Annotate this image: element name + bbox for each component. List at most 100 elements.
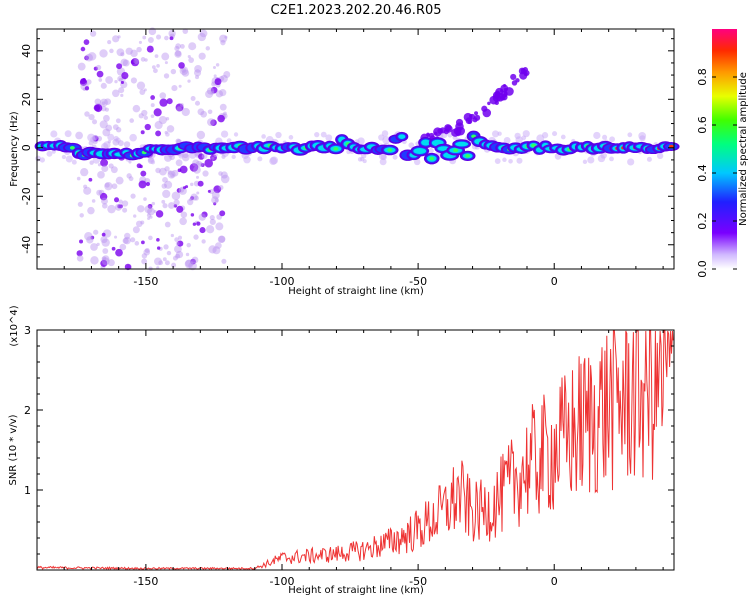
speckle-dot <box>190 258 196 265</box>
haze-dot <box>408 142 415 149</box>
speckle-dot <box>104 182 110 188</box>
speckle-dot <box>196 130 206 140</box>
spectrogram-frame <box>36 28 675 270</box>
speckle-dot <box>176 188 182 193</box>
speckle-dot <box>164 221 171 228</box>
speckle-dot <box>99 98 108 107</box>
speckle-dot <box>118 199 123 204</box>
branch-dot <box>455 130 460 135</box>
speckle-dot <box>171 85 178 92</box>
haze-dot <box>243 155 251 164</box>
branch-dot <box>510 73 517 81</box>
haze-dot <box>65 155 73 163</box>
speckle-dot <box>142 35 147 40</box>
speckle-dot <box>170 173 175 178</box>
haze-dot <box>320 131 327 138</box>
speckle-dot <box>77 62 86 71</box>
speckle-dot <box>140 57 146 62</box>
speckle-dot <box>197 180 204 187</box>
speckle-dot <box>104 98 111 105</box>
speckle-dot <box>185 259 193 268</box>
speckle-dot <box>211 156 215 160</box>
speckle-dot <box>84 232 93 241</box>
speckle-dot <box>158 167 167 176</box>
speckle-dot <box>179 165 188 174</box>
speckle-dot <box>155 34 162 40</box>
speckle-dot <box>118 87 125 94</box>
speckle-dot <box>105 76 113 84</box>
haze-dot <box>325 134 333 142</box>
haze-dot <box>382 136 391 145</box>
haze-dot <box>560 134 566 140</box>
speckle-dot <box>112 89 120 98</box>
speckle-dot <box>120 80 125 84</box>
haze-dot <box>646 156 652 162</box>
speckle-dot <box>199 227 206 234</box>
speckle-dot <box>202 170 209 177</box>
speckle-dot <box>164 154 172 162</box>
x-tick-label: -100 <box>270 275 295 288</box>
speckle-dot <box>147 207 155 216</box>
speckle-dot <box>164 180 173 189</box>
speckle-dot <box>209 215 215 221</box>
speckle-dot <box>205 46 210 51</box>
colorbar-tick-label: 0.2 <box>696 212 709 230</box>
y-tick-label: 0 <box>20 144 33 151</box>
speckle-dot <box>133 58 139 64</box>
line-blob-peak <box>465 154 471 158</box>
y-tick-label: -20 <box>20 187 33 205</box>
speckle-dot <box>96 70 104 78</box>
line-blob-peak <box>453 148 459 153</box>
speckle-dot <box>174 237 179 242</box>
haze-dot <box>656 152 664 159</box>
haze-dot <box>427 147 434 154</box>
haze-dot <box>314 132 320 138</box>
spectrogram-xlabel: Height of straight line (km) <box>288 286 424 297</box>
speckle-dot <box>140 170 147 177</box>
spectrogram-ticks: -150 -100 -50 0 -40 -20 0 20 40 <box>20 29 674 288</box>
x-tick-label: -150 <box>133 575 158 588</box>
speckle-dot <box>156 266 160 270</box>
haze-dot <box>508 158 513 164</box>
speckle-dot <box>144 205 153 214</box>
y-tick-label: -40 <box>20 236 33 254</box>
speckle-dot <box>100 158 109 167</box>
haze-dot <box>593 131 601 140</box>
colorbar-tick-label: 0.6 <box>696 116 709 134</box>
speckle-dot <box>85 53 94 62</box>
speckle-dot <box>84 55 89 61</box>
speckle-dot <box>189 197 193 202</box>
snr-ticks: -150 -100 -50 0 1 2 3 <box>24 324 674 588</box>
haze-dot <box>609 156 614 162</box>
speckle-dot <box>116 48 125 57</box>
haze-dot <box>61 154 67 160</box>
speckle-dot <box>91 199 96 203</box>
x-tick-label: -100 <box>270 575 295 588</box>
speckle-dot <box>117 204 122 209</box>
speckle-dot <box>213 185 222 194</box>
haze-dot <box>587 156 595 164</box>
speckle-dot <box>166 98 173 105</box>
haze-dot <box>381 130 389 137</box>
speckle-dot <box>198 52 206 60</box>
haze-dot <box>514 132 521 140</box>
speckle-dot <box>100 105 107 112</box>
speckle-dot <box>96 189 103 196</box>
haze-dot <box>64 130 72 138</box>
speckle-dot <box>218 235 226 243</box>
speckle-dot <box>174 45 180 52</box>
speckle-dot <box>194 100 201 106</box>
y-tick-label: 40 <box>20 44 33 58</box>
speckle-dot <box>151 201 156 206</box>
speckle-dot <box>95 64 102 71</box>
speckle-dot <box>196 191 200 195</box>
speckle-dot <box>177 235 183 240</box>
speckle-dot <box>190 193 198 201</box>
speckle-dot <box>167 170 176 179</box>
speckle-dot <box>219 210 226 217</box>
speckle-dot <box>139 164 143 169</box>
speckle-dot <box>211 196 219 204</box>
speckle-dot <box>192 159 200 167</box>
colorbar: 0.0 0.2 0.4 0.6 0.8 Normalized spectral ampl… <box>696 29 749 278</box>
speckle-dot <box>200 163 205 167</box>
